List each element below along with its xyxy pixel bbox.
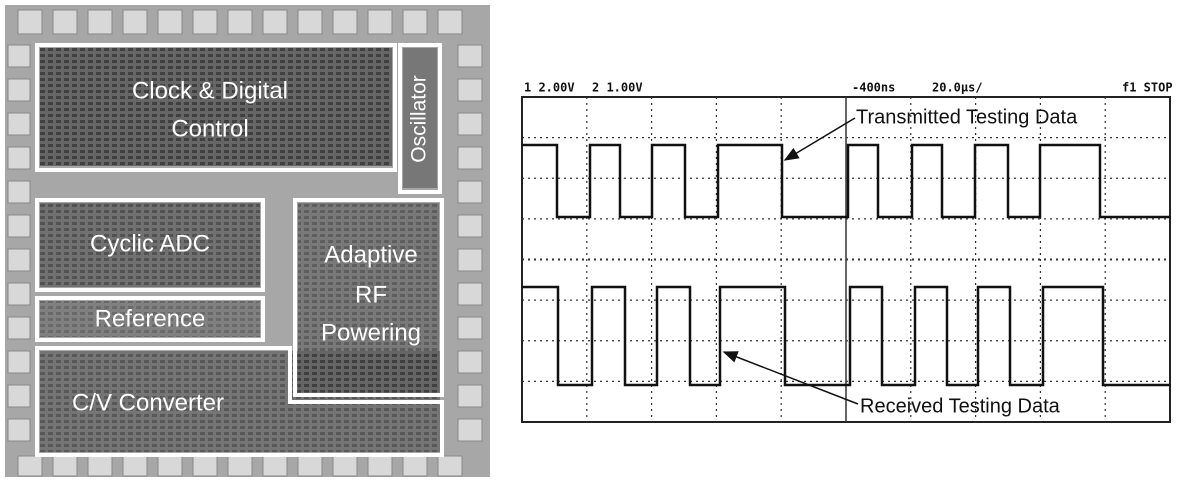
chip-micrograph: Clock & Digital Control Oscillator Cycli…: [5, 5, 490, 477]
pad: [228, 456, 252, 476]
block-label: Clock & Digital: [132, 77, 288, 104]
pad: [193, 10, 217, 34]
annotation: Received Testing Data: [860, 395, 1061, 417]
scope-header: -400ns: [852, 81, 895, 95]
pad: [53, 10, 77, 34]
pad: [18, 456, 42, 476]
pad: [298, 456, 322, 476]
block-label: Powering: [321, 319, 421, 346]
pad: [458, 283, 482, 305]
pad: [123, 10, 147, 34]
pad: [458, 385, 482, 407]
circuit-area: [40, 48, 392, 166]
pad: [458, 215, 482, 237]
pad: [298, 10, 322, 34]
scope-header: 1 2.00V: [524, 81, 575, 95]
pad: [333, 10, 357, 34]
pad: [458, 351, 482, 373]
annotation-arrow: [724, 352, 858, 404]
pad: [8, 283, 30, 305]
pad: [263, 456, 287, 476]
pad: [403, 456, 427, 476]
block-label: Cyclic ADC: [90, 230, 210, 257]
pad: [88, 10, 112, 34]
pad: [333, 456, 357, 476]
pad: [458, 419, 482, 441]
pad: [403, 10, 427, 34]
pad: [8, 79, 30, 101]
pad: [368, 10, 392, 34]
pad: [438, 10, 462, 34]
pad: [8, 45, 30, 67]
block-label: RF: [355, 281, 387, 308]
pad: [8, 249, 30, 271]
pad: [88, 456, 112, 476]
pad: [8, 419, 30, 441]
scope-header: 20.0μs/: [932, 81, 983, 95]
pad: [8, 113, 30, 135]
scope-header: f1 STOP: [1122, 81, 1173, 95]
pad: [158, 456, 182, 476]
block-label: Control: [171, 115, 248, 142]
pad: [193, 456, 217, 476]
pad: [458, 113, 482, 135]
pad: [438, 456, 462, 476]
pad: [8, 215, 30, 237]
pad: [8, 181, 30, 203]
figure: Clock & Digital Control Oscillator Cycli…: [0, 0, 1189, 482]
pad: [8, 351, 30, 373]
pad: [8, 385, 30, 407]
pad: [458, 181, 482, 203]
pad: [263, 10, 287, 34]
pad: [458, 79, 482, 101]
pad: [123, 456, 147, 476]
block-label: Oscillator: [408, 75, 431, 163]
annotation: Transmitted Testing Data: [856, 106, 1078, 128]
pad: [458, 147, 482, 169]
scope-header: 2 1.00V: [592, 81, 643, 95]
pad: [8, 147, 30, 169]
block-label: C/V Converter: [72, 389, 224, 416]
annotation-arrow: [785, 118, 855, 160]
pad: [458, 249, 482, 271]
pad: [158, 10, 182, 34]
block-label: Reference: [95, 305, 206, 332]
block-label: Adaptive: [324, 241, 417, 268]
pad: [8, 317, 30, 339]
oscilloscope-capture: 1 2.00V 2 1.00V -400ns 20.0μs/ f1 STOP T…: [522, 81, 1173, 423]
pad: [18, 10, 42, 34]
pad: [458, 317, 482, 339]
pad: [368, 456, 392, 476]
pad: [458, 45, 482, 67]
pad: [228, 10, 252, 34]
pad: [53, 456, 77, 476]
